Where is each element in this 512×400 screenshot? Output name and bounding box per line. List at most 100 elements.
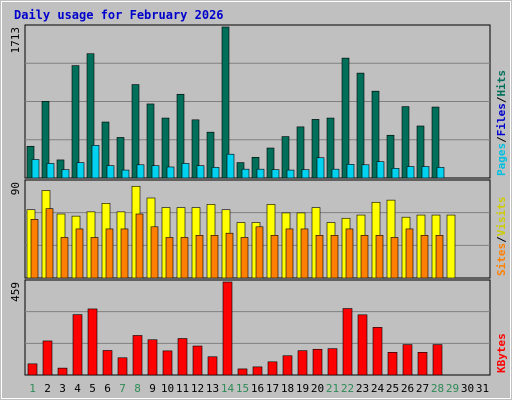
x-tick-label: 20	[311, 382, 324, 395]
bar-kbytes-day-23	[357, 314, 368, 376]
panel-frame	[24, 279, 491, 376]
bar-files-day-28	[436, 167, 445, 179]
bar-kbytes-day-12	[192, 345, 203, 376]
bar-hits-day-10	[161, 117, 170, 179]
x-tick-label: 9	[149, 382, 156, 395]
chart-title: Daily usage for February 2026	[14, 8, 224, 22]
bar-files-day-18	[286, 169, 295, 179]
legend-entry: /	[495, 236, 508, 243]
legend-entry: Files	[495, 103, 508, 136]
bar-files-day-23	[361, 164, 370, 179]
bar-files-day-12	[196, 165, 205, 179]
bar-hits-day-8	[131, 84, 140, 179]
bar-sites-day-19	[300, 228, 309, 279]
x-tick-label: 30	[461, 382, 474, 395]
bar-sites-day-18	[285, 228, 294, 279]
bar-files-day-14	[226, 153, 235, 179]
bar-kbytes-day-11	[177, 338, 188, 376]
bar-sites-day-5	[90, 237, 99, 279]
bar-hits-day-9	[146, 103, 155, 179]
bar-sites-day-6	[105, 228, 114, 279]
bar-sites-day-16	[255, 226, 264, 279]
series-legend: Sites/Visits	[495, 197, 508, 277]
bar-kbytes-day-25	[387, 352, 398, 376]
bar-files-day-11	[181, 163, 190, 179]
legend-entry: KBytes	[495, 333, 508, 373]
bar-files-day-15	[241, 168, 250, 179]
legend-entry: Sites	[495, 243, 508, 276]
bar-files-day-1	[31, 159, 40, 179]
x-tick-label: 4	[74, 382, 81, 395]
bar-kbytes-day-18	[282, 355, 293, 376]
bar-kbytes-day-22	[342, 308, 353, 376]
bar-files-day-8	[136, 164, 145, 179]
x-tick-label: 7	[119, 382, 126, 395]
visits-panel: 90 Sites/Visits	[9, 179, 508, 279]
bar-hits-day-17	[266, 147, 275, 179]
bar-sites-day-20	[315, 235, 324, 279]
x-tick-label: 22	[341, 382, 354, 395]
bar-kbytes-day-3	[57, 367, 68, 376]
bar-files-day-16	[256, 168, 265, 179]
bar-kbytes-day-2	[42, 340, 53, 376]
x-tick-label: 23	[356, 382, 369, 395]
bar-sites-day-28	[435, 235, 444, 279]
x-tick-label: 29	[446, 382, 459, 395]
bar-kbytes-day-28	[432, 344, 443, 376]
bar-hits-day-7	[116, 137, 125, 179]
bar-sites-day-4	[75, 228, 84, 279]
series-legend: KBytes	[495, 333, 508, 373]
bar-hits-day-5	[86, 53, 95, 179]
legend-entry: Hits	[495, 70, 508, 97]
x-tick-label: 1	[29, 382, 36, 395]
bar-sites-day-22	[345, 228, 354, 279]
bar-sites-day-13	[210, 235, 219, 279]
bar-files-day-21	[331, 168, 340, 179]
bar-kbytes-day-20	[312, 348, 323, 376]
bar-hits-day-3	[56, 159, 65, 179]
bar-files-day-19	[301, 169, 310, 179]
bar-hits-day-19	[296, 126, 305, 179]
x-tick-label: 6	[104, 382, 111, 395]
bar-kbytes-day-16	[252, 366, 263, 376]
x-tick-label: 21	[326, 382, 339, 395]
x-tick-label: 2	[44, 382, 51, 395]
bar-sites-day-2	[45, 208, 54, 279]
bar-files-day-24	[376, 161, 385, 179]
bar-sites-day-11	[180, 237, 189, 279]
bar-hits-day-24	[371, 90, 380, 179]
bar-hits-day-27	[416, 125, 425, 179]
bar-sites-day-25	[390, 237, 399, 279]
bar-files-day-27	[421, 166, 430, 179]
bar-kbytes-day-13	[207, 356, 218, 376]
bar-sites-day-3	[60, 237, 69, 279]
x-tick-label: 10	[161, 382, 174, 395]
bar-hits-day-6	[101, 121, 110, 179]
bar-kbytes-day-26	[402, 344, 413, 376]
bar-files-day-20	[316, 157, 325, 179]
bar-kbytes-day-7	[117, 357, 128, 376]
bar-sites-day-17	[270, 235, 279, 279]
x-tick-label: 14	[221, 382, 235, 395]
y-max-label: 459	[9, 282, 22, 302]
bar-files-day-25	[391, 168, 400, 179]
x-axis: 1 2 3 4 5 6 7 8 9 10 11 12 13 14 15 16 17 18 19 20 21 22 23 24 2…	[29, 382, 489, 395]
bar-files-day-5	[91, 145, 100, 179]
bar-files-day-3	[61, 169, 70, 179]
bar-kbytes-day-15	[237, 368, 248, 376]
bar-sites-day-23	[360, 235, 369, 279]
x-tick-label: 27	[416, 382, 429, 395]
bar-kbytes-day-4	[72, 314, 83, 376]
bar-sites-day-26	[405, 228, 414, 279]
y-max-label: 90	[9, 182, 22, 195]
legend-entry: /	[495, 136, 508, 143]
bar-kbytes-day-1	[27, 363, 38, 376]
x-tick-label: 19	[296, 382, 309, 395]
bar-kbytes-day-27	[417, 352, 428, 376]
bar-files-day-9	[151, 165, 160, 179]
bar-sites-day-27	[420, 235, 429, 279]
x-tick-label: 3	[59, 382, 66, 395]
x-tick-label: 11	[176, 382, 189, 395]
bar-kbytes-day-9	[147, 339, 158, 376]
